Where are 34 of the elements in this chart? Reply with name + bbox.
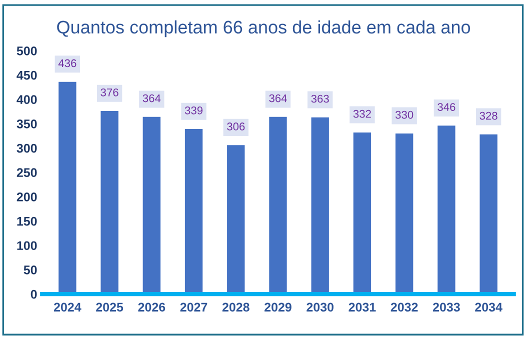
data-label: 306 — [227, 122, 245, 130]
data-label: 364 — [269, 94, 287, 102]
x-tick-label: 2025 — [96, 302, 124, 312]
x-tick-label: 2028 — [222, 302, 250, 312]
x-tick-label: 2027 — [180, 302, 208, 312]
data-label: 436 — [58, 59, 76, 68]
data-label: 339 — [184, 106, 203, 114]
y-tick-label: 100 — [17, 241, 37, 250]
data-label: 364 — [142, 94, 161, 102]
data-label: 346 — [438, 103, 456, 111]
x-tick-label: 2030 — [306, 302, 334, 312]
y-tick-label: 400 — [16, 95, 37, 104]
y-tick-label: 500 — [16, 46, 37, 56]
data-label: 330 — [395, 110, 414, 119]
x-tick-label: 2031 — [348, 302, 376, 312]
y-tick-label: 150 — [17, 216, 37, 226]
y-tick-label: 450 — [16, 70, 37, 80]
data-label: 363 — [311, 94, 329, 103]
x-tick-label: 2034 — [475, 302, 502, 312]
x-tick-label: 2029 — [264, 302, 292, 312]
y-tick-label: 0 — [30, 290, 37, 299]
y-tick-label: 350 — [16, 120, 37, 128]
data-label: 328 — [480, 112, 498, 120]
data-label: 376 — [100, 88, 118, 96]
y-tick-label: 200 — [16, 192, 37, 202]
y-tick-label: 300 — [16, 144, 37, 153]
x-tick-label: 2026 — [138, 302, 166, 312]
y-tick-label: 50 — [24, 266, 37, 274]
data-label: 332 — [353, 110, 371, 118]
y-tick-label: 250 — [16, 168, 37, 178]
x-tick-label: 2032 — [390, 302, 418, 312]
x-tick-label: 2033 — [432, 302, 460, 312]
chart-title: Quantos completam 66 anos de idade em cada ano — [57, 20, 470, 38]
x-tick-label: 2024 — [54, 302, 82, 312]
